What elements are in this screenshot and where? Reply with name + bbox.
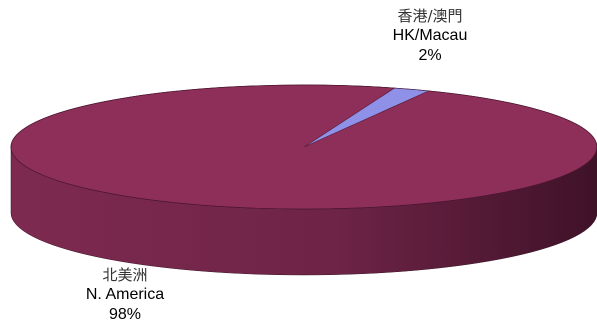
slice-label-north-america-english: N. America bbox=[85, 286, 165, 303]
slice-label-hk-macau-english: HK/Macau bbox=[392, 27, 468, 44]
slice-value-north-america: 98% bbox=[108, 306, 142, 323]
slice-label-north-america: 北美洲 N. America 98% bbox=[55, 265, 195, 325]
pie-slice-n-america bbox=[10, 84, 597, 210]
slice-value-hk-macau: 2% bbox=[418, 47, 442, 64]
pie-rim-outline bbox=[10, 84, 597, 210]
slice-label-hk-macau-chinese: 香港/澳門 bbox=[397, 7, 463, 25]
slice-label-hk-macau: 香港/澳門 HK/Macau 2% bbox=[360, 6, 500, 66]
slice-label-north-america-chinese: 北美洲 bbox=[102, 266, 148, 284]
